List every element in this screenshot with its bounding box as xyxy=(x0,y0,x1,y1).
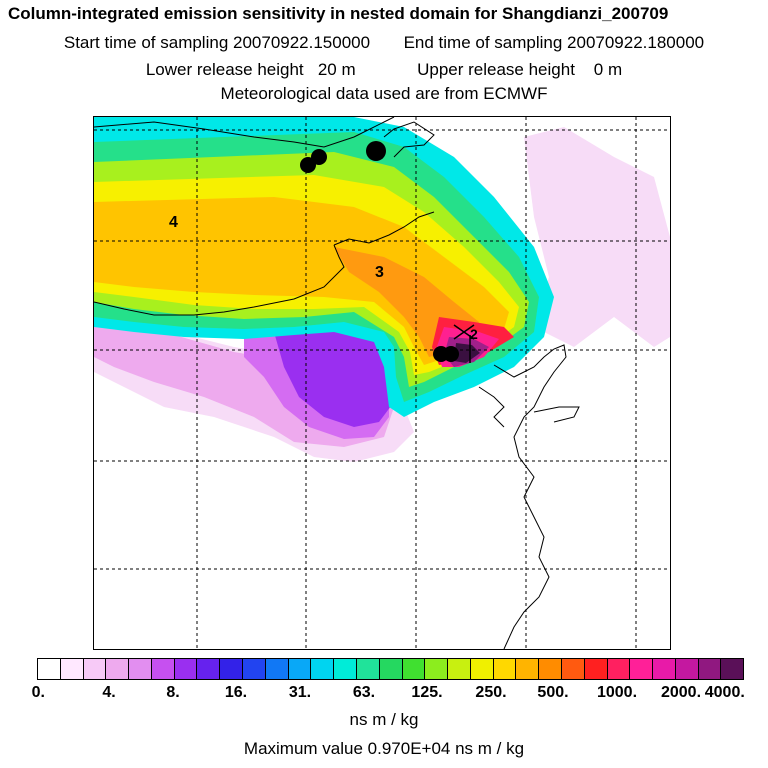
contour-label-2: 2 xyxy=(470,326,478,342)
colorbar-tick-label: 500. xyxy=(537,684,569,701)
colorbar-segment xyxy=(129,659,152,679)
colorbar-segment xyxy=(243,659,266,679)
maximum-value-label: Maximum value 0.970E+04 ns m / kg xyxy=(243,739,525,758)
colorbar-segment xyxy=(402,659,426,679)
colorbar-segment xyxy=(607,659,631,679)
peak-core-zone xyxy=(454,343,480,363)
map-panel: 4 3 2 xyxy=(93,116,671,650)
colorbar-segment xyxy=(265,659,289,679)
end-time-label: End time of sampling 20070922.180000 xyxy=(403,33,705,52)
colorbar-segment xyxy=(425,659,449,679)
colorbar-segment xyxy=(106,659,130,679)
colorbar-segment xyxy=(721,659,744,679)
receptor-dot xyxy=(443,346,459,362)
meteorological-data-label: Meteorological data used are from ECMWF xyxy=(220,84,548,103)
colorbar xyxy=(37,658,744,680)
colorbar-segment xyxy=(174,659,198,679)
sensitivity-map: 4 3 2 xyxy=(94,117,670,649)
colorbar-tick-label: 4. xyxy=(102,684,116,701)
receptor-dot xyxy=(366,141,386,161)
violet-zone xyxy=(274,327,394,427)
receptor-dots xyxy=(300,141,459,362)
colorbar-segment xyxy=(220,659,244,679)
colorbar-tick-label: 4000. xyxy=(704,684,745,701)
colorbar-tick-label: 16. xyxy=(224,684,248,701)
colorbar-segment xyxy=(470,659,494,679)
colorbar-segment xyxy=(539,659,562,679)
orange-zone xyxy=(94,197,509,365)
coastlines xyxy=(94,117,580,649)
colorbar-segment xyxy=(334,659,357,679)
colorbar-tick-label: 31. xyxy=(288,684,312,701)
receptor-dot xyxy=(300,157,316,173)
colorbar-segment xyxy=(516,659,540,679)
colorbar-tick-label: 8. xyxy=(166,684,180,701)
colorbar-unit: ns m / kg xyxy=(349,710,419,729)
colorbar-segment xyxy=(356,659,380,679)
colorbar-tick-label: 2000. xyxy=(660,684,702,701)
colorbar-segment xyxy=(561,659,585,679)
colorbar-segment xyxy=(379,659,403,679)
contour-label-3: 3 xyxy=(375,264,384,281)
halo-east xyxy=(524,127,670,347)
colorbar-segment xyxy=(630,659,654,679)
colorbar-segment xyxy=(675,659,699,679)
colorbar-segment xyxy=(288,659,312,679)
colorbar-segment xyxy=(60,659,84,679)
colorbar-tick-label: 250. xyxy=(475,684,507,701)
colorbar-segment xyxy=(197,659,221,679)
colorbar-tick-label: 0. xyxy=(31,684,46,701)
colorbar-segment xyxy=(448,659,471,679)
colorbar-segment xyxy=(584,659,608,679)
map-title: Column-integrated emission sensitivity i… xyxy=(8,4,669,23)
colorbar-segment xyxy=(311,659,335,679)
colorbar-segment xyxy=(698,659,722,679)
colorbar-segment xyxy=(493,659,517,679)
colorbar-segment xyxy=(83,659,107,679)
colorbar-tick-label: 125. xyxy=(411,684,443,701)
sampling-time-line: Start time of sampling 20070922.150000 E… xyxy=(0,33,768,53)
station-marker xyxy=(453,324,475,363)
colorbar-segment xyxy=(653,659,676,679)
upper-release-height-label: Upper release height 0 m xyxy=(417,60,623,79)
map-gridlines xyxy=(94,117,670,649)
receptor-dot xyxy=(311,149,327,165)
start-time-label: Start time of sampling 20070922.150000 xyxy=(63,33,371,52)
colorbar-tick-label: 1000. xyxy=(596,684,638,701)
colorbar-tick-label: 63. xyxy=(352,684,376,701)
colorbar-segment xyxy=(38,659,61,679)
contour-label-4: 4 xyxy=(169,214,178,231)
lower-release-height-label: Lower release height 20 m xyxy=(145,60,356,79)
colorbar-segment xyxy=(151,659,175,679)
release-height-line: Lower release height 20 m Upper release … xyxy=(0,60,768,80)
